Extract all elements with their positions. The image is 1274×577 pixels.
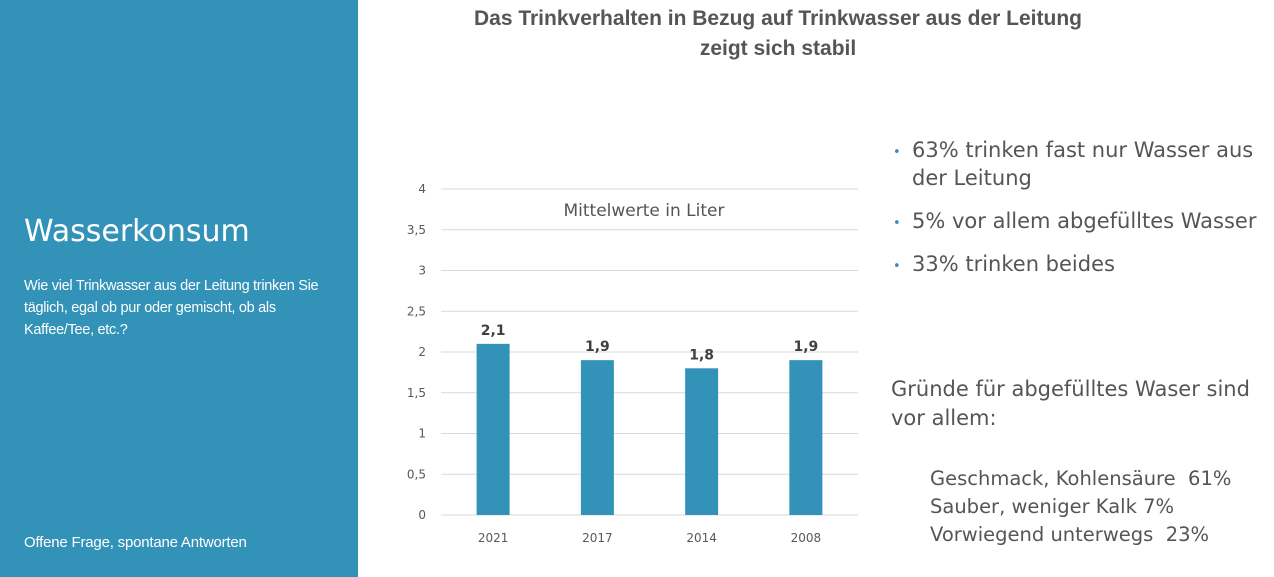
bar-2008 <box>789 360 823 515</box>
reasons-heading: Gründe für abgefülltes Waser sind vor al… <box>891 377 1250 430</box>
reason-item: Sauber, weniger Kalk 7% <box>930 495 1175 518</box>
page-title-line-1: Das Trinkverhalten in Bezug auf Trinkwas… <box>473 7 1082 30</box>
bar-2017 <box>580 360 614 515</box>
reason-item: Geschmack, Kohlensäure 61% <box>930 467 1232 490</box>
chart-title: Mittelwerte in Liter <box>564 201 725 221</box>
bar-value-label: 2,1 <box>481 323 506 339</box>
y-tick-label: 1 <box>418 427 426 441</box>
bar-2014 <box>685 368 719 515</box>
bar-value-label: 1,9 <box>793 339 818 355</box>
page-title: Das Trinkverhalten in Bezug auf Trinkwas… <box>400 4 1156 64</box>
bullet-dot-icon: • <box>893 259 901 274</box>
x-tick-label: 2017 <box>582 531 613 545</box>
y-tick-label: 0,5 <box>407 467 426 481</box>
bullet-dot-icon: • <box>893 216 901 231</box>
bar-value-label: 1,9 <box>585 339 610 355</box>
x-tick-label: 2008 <box>791 531 822 545</box>
finding-text: 33% trinken beides <box>912 252 1115 276</box>
reasons-list: Geschmack, Kohlensäure 61% Sauber, wenig… <box>891 465 1261 549</box>
x-tick-label: 2021 <box>478 531 509 545</box>
y-tick-label: 2 <box>418 345 426 359</box>
survey-question: Wie viel Trinkwasser aus der Leitung tri… <box>24 278 319 338</box>
finding-item: • 63% trinken fast nur Wasser aus der Le… <box>891 136 1261 192</box>
sidebar-footer-note: Offene Frage, spontane Antworten <box>24 534 247 551</box>
reasons-block: Gründe für abgefülltes Waser sind vor al… <box>891 375 1261 549</box>
bar-2021 <box>476 343 510 515</box>
y-tick-label: 0 <box>418 508 426 522</box>
bullet-dot-icon: • <box>893 145 901 160</box>
y-tick-label: 1,5 <box>407 386 426 400</box>
sidebar-panel: Wasserkonsum Wie viel Trinkwasser aus de… <box>0 0 358 577</box>
sidebar-title: Wasserkonsum <box>24 214 250 249</box>
finding-text: 63% trinken fast nur Wasser aus der Leit… <box>912 138 1254 190</box>
bar-value-label: 1,8 <box>689 347 714 363</box>
page-title-line-2: zeigt sich stabil <box>699 37 857 60</box>
y-tick-label: 4 <box>418 182 426 196</box>
x-tick-label: 2014 <box>686 531 717 545</box>
finding-text: 5% vor allem abgefülltes Wasser <box>912 209 1257 233</box>
reason-item: Vorwiegend unterwegs 23% <box>930 523 1210 546</box>
finding-item: • 5% vor allem abgefülltes Wasser <box>891 207 1261 235</box>
y-tick-label: 2,5 <box>407 304 426 318</box>
y-tick-label: 3,5 <box>407 223 426 237</box>
y-tick-label: 3 <box>418 264 426 278</box>
finding-item: • 33% trinken beides <box>891 250 1261 278</box>
findings-list: • 63% trinken fast nur Wasser aus der Le… <box>891 136 1261 293</box>
